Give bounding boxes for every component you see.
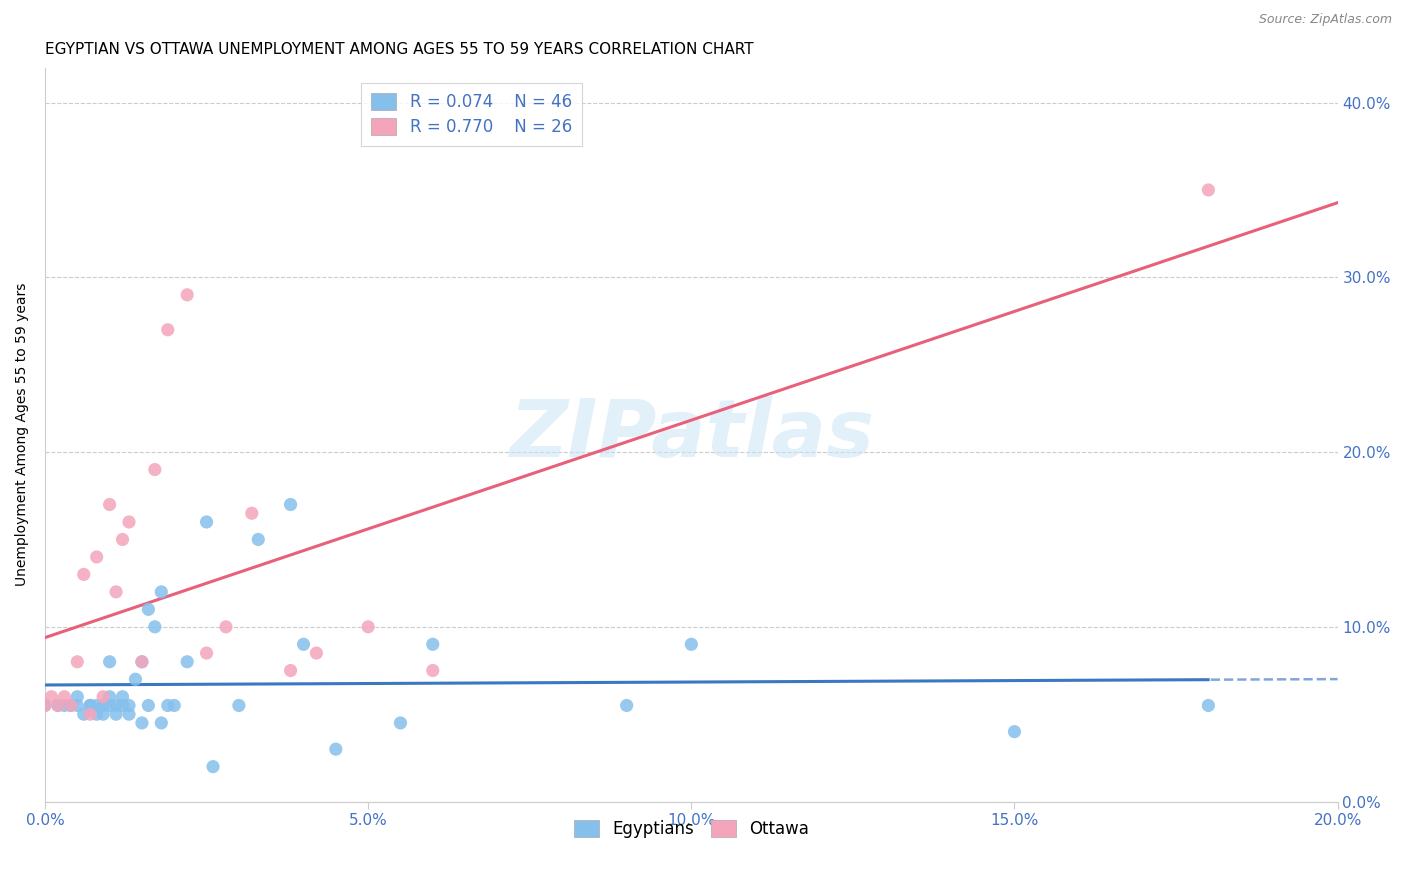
Point: [86, 698, 108, 713]
Text: EGYPTIAN VS OTTAWA UNEMPLOYMENT AMONG AGES 55 TO 59 YEARS CORRELATION CHART: EGYPTIAN VS OTTAWA UNEMPLOYMENT AMONG AG…: [45, 42, 754, 57]
Point: [105, 585, 128, 599]
Point: [280, 498, 302, 512]
Point: [105, 698, 128, 713]
Point: [422, 664, 444, 678]
Point: [53, 698, 76, 713]
Point: [228, 698, 250, 713]
Point: [131, 655, 153, 669]
Point: [240, 506, 263, 520]
Point: [247, 533, 270, 547]
Point: [41, 690, 63, 704]
Point: [124, 672, 146, 686]
Point: [66, 690, 89, 704]
Point: [98, 655, 121, 669]
Point: [118, 707, 141, 722]
Point: [389, 715, 412, 730]
Point: [98, 698, 121, 713]
Point: [59, 698, 82, 713]
Point: [176, 288, 198, 302]
Point: [357, 620, 380, 634]
Point: [118, 515, 141, 529]
Point: [138, 698, 160, 713]
Point: [66, 655, 89, 669]
Point: [46, 698, 69, 713]
Legend: Egyptians, Ottawa: Egyptians, Ottawa: [567, 814, 815, 845]
Point: [79, 698, 101, 713]
Point: [86, 707, 108, 722]
Point: [34, 698, 56, 713]
Point: [98, 498, 121, 512]
Point: [305, 646, 328, 660]
Point: [325, 742, 347, 756]
Point: [53, 690, 76, 704]
Point: [73, 707, 96, 722]
Point: [292, 637, 315, 651]
Y-axis label: Unemployment Among Ages 55 to 59 years: Unemployment Among Ages 55 to 59 years: [15, 283, 30, 586]
Point: [34, 698, 56, 713]
Point: [1197, 183, 1219, 197]
Text: ZIPatlas: ZIPatlas: [509, 396, 873, 474]
Point: [86, 549, 108, 564]
Point: [1004, 724, 1026, 739]
Point: [66, 698, 89, 713]
Point: [138, 602, 160, 616]
Point: [156, 323, 179, 337]
Point: [1197, 698, 1219, 713]
Point: [176, 655, 198, 669]
Point: [131, 655, 153, 669]
Point: [111, 533, 134, 547]
Point: [131, 715, 153, 730]
Point: [118, 698, 141, 713]
Point: [98, 690, 121, 704]
Text: Source: ZipAtlas.com: Source: ZipAtlas.com: [1258, 13, 1392, 27]
Point: [195, 646, 218, 660]
Point: [91, 698, 114, 713]
Point: [111, 698, 134, 713]
Point: [79, 698, 101, 713]
Point: [422, 637, 444, 651]
Point: [681, 637, 703, 651]
Point: [150, 585, 173, 599]
Point: [150, 715, 173, 730]
Point: [111, 690, 134, 704]
Point: [91, 707, 114, 722]
Point: [163, 698, 186, 713]
Point: [79, 707, 101, 722]
Point: [143, 620, 166, 634]
Point: [156, 698, 179, 713]
Point: [105, 707, 128, 722]
Point: [46, 698, 69, 713]
Point: [91, 690, 114, 704]
Point: [202, 759, 225, 773]
Point: [73, 567, 96, 582]
Point: [195, 515, 218, 529]
Point: [143, 462, 166, 476]
Point: [215, 620, 238, 634]
Point: [280, 664, 302, 678]
Point: [616, 698, 638, 713]
Point: [59, 698, 82, 713]
